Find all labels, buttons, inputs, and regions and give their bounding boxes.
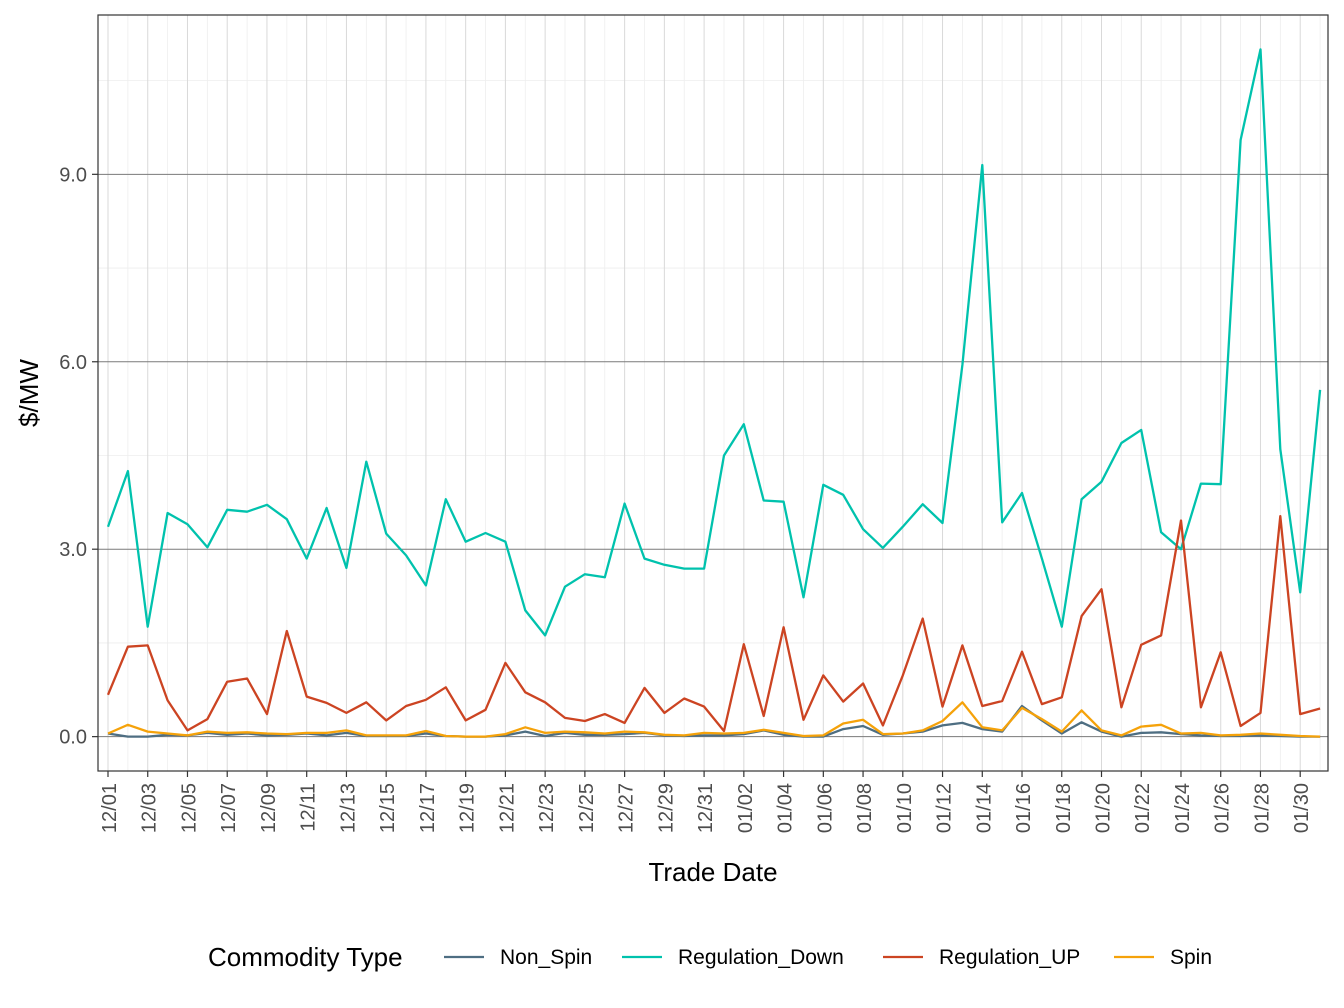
x-tick-label: 12/13 [337, 783, 359, 833]
x-tick-label: 01/16 [1013, 783, 1035, 833]
x-tick-label: 01/20 [1093, 783, 1115, 833]
legend-label: Non_Spin [500, 946, 592, 969]
x-axis-title: Trade Date [648, 857, 777, 887]
y-tick-label: 0.0 [59, 727, 87, 749]
x-tick-label: 12/05 [178, 783, 200, 833]
x-tick-label: 01/14 [973, 783, 995, 833]
legend-title: Commodity Type [208, 942, 403, 972]
legend-label: Regulation_Down [678, 946, 844, 969]
y-tick-label: 9.0 [59, 164, 87, 186]
x-tick-label: 12/31 [695, 783, 717, 833]
x-tick-label: 12/01 [99, 783, 121, 833]
y-tick-label: 6.0 [59, 352, 87, 374]
x-tick-label: 01/24 [1172, 783, 1194, 833]
y-tick-label: 3.0 [59, 539, 87, 561]
x-tick-label: 12/19 [457, 783, 479, 833]
legend-label: Spin [1170, 946, 1212, 969]
x-tick-label: 12/17 [417, 783, 439, 833]
x-tick-label: 12/25 [576, 783, 598, 833]
x-tick-label: 01/08 [854, 783, 876, 833]
x-tick-label: 12/23 [536, 783, 558, 833]
x-axis: 12/01 12/03 12/05 12/07 12/09 12/11 12/13 12/15… [99, 771, 1313, 833]
y-axis-title: $/MW [14, 359, 44, 427]
x-tick-label: 01/10 [894, 783, 916, 833]
x-tick-label: 01/18 [1053, 783, 1075, 833]
x-tick-label: 12/09 [258, 783, 280, 833]
x-tick-label: 01/30 [1291, 783, 1313, 833]
x-tick-label: 01/22 [1132, 783, 1154, 833]
x-tick-label: 01/04 [775, 783, 797, 833]
x-tick-label: 12/29 [655, 783, 677, 833]
legend: Commodity Type Non_Spin Regulation_Down Re… [208, 942, 1212, 972]
x-tick-label: 12/27 [616, 783, 638, 833]
x-tick-label: 12/07 [218, 783, 240, 833]
x-tick-label: 01/12 [934, 783, 956, 833]
series-line-non-spin [107, 704, 1321, 738]
x-tick-label: 12/11 [298, 783, 320, 832]
major-gridlines [98, 15, 1328, 771]
series-line-regulation-up [106, 514, 1321, 733]
x-tick-label: 12/21 [496, 783, 518, 833]
x-tick-label: 01/06 [814, 783, 836, 833]
x-tick-label: 01/02 [735, 783, 757, 833]
x-tick-label: 12/03 [139, 783, 161, 833]
panel-border [97, 14, 1329, 772]
minor-gridlines [98, 15, 1328, 771]
x-tick-label: 01/26 [1212, 783, 1234, 833]
x-tick-label: 12/15 [377, 783, 399, 833]
series-lines [106, 48, 1322, 738]
legend-label: Regulation_UP [939, 946, 1080, 969]
x-tick-label: 01/28 [1251, 783, 1273, 833]
series-line-regulation-down [106, 48, 1322, 637]
series-line-spin [107, 701, 1321, 738]
y-axis: 0.0 3.0 6.0 9.0 [59, 164, 98, 749]
